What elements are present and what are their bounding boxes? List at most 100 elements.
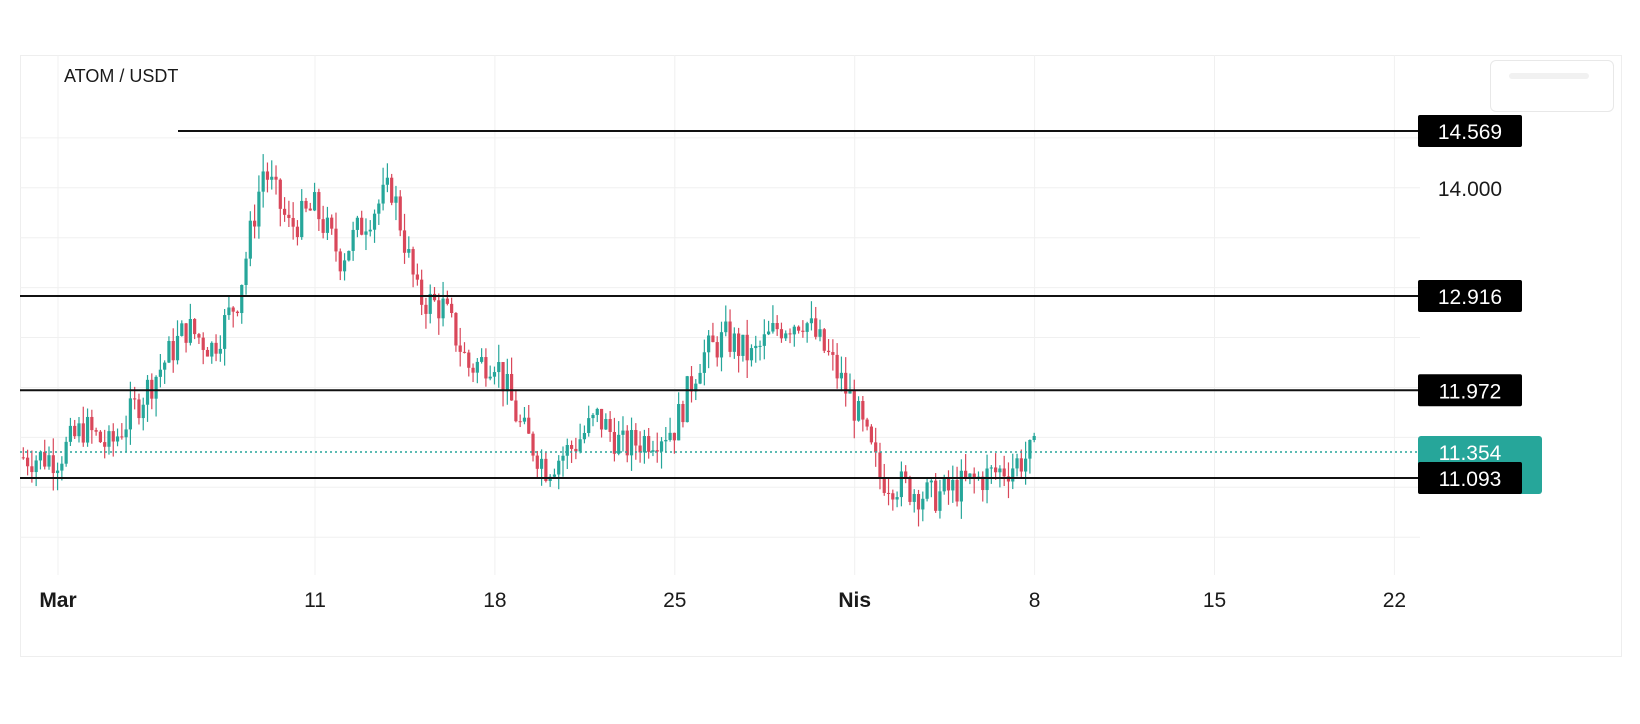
candle-body	[325, 217, 330, 233]
candle-body	[287, 214, 291, 218]
candle-body	[719, 332, 724, 358]
candle-body	[291, 217, 295, 227]
candle-body	[355, 217, 360, 230]
candle-body	[1011, 468, 1015, 482]
candle-body	[908, 477, 912, 502]
candle-body	[522, 417, 527, 422]
candle-body	[334, 228, 338, 252]
candle-body	[68, 425, 73, 442]
candle-body	[111, 431, 115, 442]
candle-body	[90, 416, 94, 431]
x-tick-label: 8	[1029, 589, 1041, 612]
candle-body	[694, 383, 698, 392]
candle-body	[137, 399, 141, 419]
candle-body	[886, 492, 891, 494]
candle-body	[629, 430, 634, 456]
x-tick-label: 25	[663, 589, 686, 612]
candle-body	[398, 196, 402, 231]
candle-body	[133, 398, 137, 400]
level-label: 14.569	[1438, 121, 1502, 144]
candle-body	[591, 414, 595, 419]
candle-body	[874, 442, 878, 453]
x-tick-label: Nis	[838, 589, 871, 612]
candle-body	[677, 404, 681, 441]
candle-body	[672, 432, 676, 441]
candle-body	[724, 321, 728, 333]
candle-body	[227, 307, 231, 316]
candle-body	[762, 334, 766, 346]
candle-body	[642, 436, 646, 453]
candle-body	[784, 333, 788, 339]
candle-body	[574, 448, 578, 452]
candle-body	[210, 342, 214, 357]
candle-body	[223, 315, 227, 349]
candle-body	[175, 335, 180, 361]
candle-body	[180, 323, 184, 336]
candle-body	[852, 391, 856, 421]
candle-body	[141, 404, 145, 419]
candle-body	[805, 323, 809, 332]
x-tick-label: 11	[304, 589, 326, 612]
level-label-box	[1418, 462, 1522, 494]
candle-body	[1028, 440, 1032, 459]
candle-body	[754, 345, 758, 349]
candle-body	[869, 426, 874, 443]
candle-body	[77, 423, 81, 437]
candle-body	[921, 498, 925, 510]
candle-body	[835, 354, 839, 379]
candle-body	[167, 341, 171, 363]
candle-body	[539, 458, 544, 469]
level-label: 12.916	[1438, 286, 1502, 309]
candle-body	[809, 318, 814, 324]
candle-body	[625, 430, 629, 456]
candle-body	[257, 191, 261, 227]
candle-body	[839, 372, 844, 379]
candle-body	[681, 404, 685, 423]
chart-frame	[20, 55, 1622, 657]
candle-body	[282, 208, 287, 215]
candle-body	[994, 467, 998, 473]
candle-body	[865, 419, 869, 427]
candle-body	[698, 372, 702, 384]
candle-body	[188, 318, 192, 343]
candle-body	[197, 334, 201, 338]
candle-body	[145, 379, 150, 405]
candle-body	[98, 431, 103, 443]
candle-body	[925, 482, 929, 499]
candle-body	[407, 249, 411, 253]
candle-body	[518, 421, 522, 423]
candle-body	[1002, 468, 1006, 477]
candle-body	[43, 451, 47, 467]
candle-body	[424, 304, 428, 314]
legend-widget[interactable]	[1490, 60, 1614, 112]
candle-body	[612, 431, 617, 454]
candle-body	[796, 326, 801, 331]
candle-body	[1032, 436, 1036, 441]
candle-body	[480, 357, 484, 362]
candle-body	[801, 330, 805, 332]
candle-body	[544, 458, 548, 482]
candle-body	[856, 401, 861, 421]
candle-body	[501, 362, 505, 392]
candle-body	[964, 470, 968, 478]
candle-body	[317, 192, 321, 220]
candle-body	[638, 445, 642, 453]
candle-body	[415, 274, 419, 280]
candle-body	[347, 250, 351, 261]
candle-body	[488, 376, 492, 379]
candle-body	[390, 177, 394, 203]
candle-body	[728, 321, 732, 352]
candle-body	[895, 497, 899, 500]
candle-body	[514, 400, 518, 422]
candle-body	[741, 334, 745, 356]
candle-body	[21, 457, 25, 459]
candle-body	[330, 217, 334, 229]
candle-body	[85, 416, 90, 443]
candle-body	[702, 352, 706, 373]
candle-body	[758, 345, 762, 347]
candle-body	[788, 333, 792, 335]
candle-body	[844, 372, 848, 394]
candle-body	[1024, 458, 1028, 472]
candle-body	[321, 219, 325, 233]
